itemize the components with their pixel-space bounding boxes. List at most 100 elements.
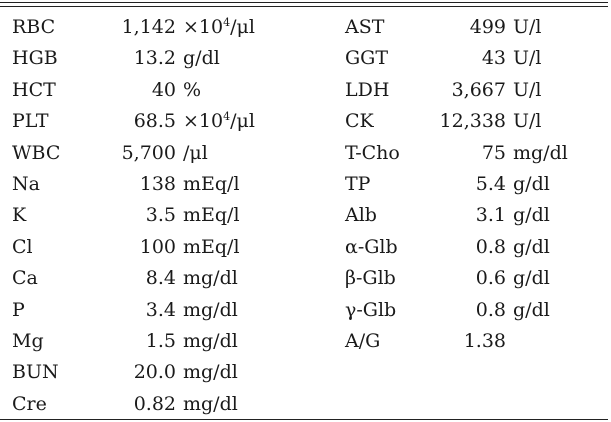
lab-test-name: WBC [12, 141, 61, 164]
lab-test-unit: ×104/μl [183, 106, 255, 139]
lab-test-value: 1.5 [145, 329, 176, 352]
lab-test-value: 1.38 [463, 329, 506, 352]
lab-test-name: α-Glb [345, 235, 398, 258]
unit-suffix: /μl [230, 110, 255, 133]
lab-test-name: K [12, 204, 27, 227]
lab-test-unit: mg/dl [513, 138, 568, 171]
unit-exponent: 4 [223, 16, 231, 29]
lab-test-unit: mg/dl [183, 326, 238, 359]
lab-test-unit: mEq/l [183, 169, 240, 202]
unit-main: mEq/l [183, 172, 240, 195]
lab-test-unit: mg/dl [183, 263, 238, 296]
unit-main: mg/dl [183, 392, 238, 415]
lab-test-name: LDH [345, 78, 390, 101]
lab-test-name: TP [345, 172, 371, 195]
lab-test-unit: g/dl [513, 232, 550, 265]
unit-main: mg/dl [183, 361, 238, 384]
lab-test-unit: g/dl [513, 295, 550, 328]
unit-suffix: /μl [230, 16, 255, 38]
unit-main: ×10 [183, 110, 224, 133]
lab-test-unit: U/l [513, 43, 542, 76]
top-rule-inner [0, 6, 608, 7]
lab-test-unit: % [183, 75, 201, 108]
unit-main: % [183, 78, 202, 101]
lab-test-unit: U/l [513, 75, 542, 108]
lab-test-name: RBC [12, 16, 56, 38]
lab-test-name: HGB [12, 47, 58, 70]
unit-main: g/dl [513, 204, 550, 227]
lab-test-unit: g/dl [513, 200, 550, 233]
lab-test-name: CK [345, 110, 374, 133]
unit-main: mg/dl [513, 141, 568, 164]
lab-test-value: 100 [139, 235, 176, 258]
lab-test-name: γ-Glb [345, 298, 397, 321]
top-rule-outer [0, 2, 608, 3]
lab-test-unit: mEq/l [183, 200, 240, 233]
lab-test-unit: mg/dl [183, 295, 238, 328]
lab-test-unit: ×104/μl [183, 12, 255, 45]
unit-main: U/l [513, 78, 542, 101]
lab-test-name: AST [345, 16, 385, 38]
lab-test-value: 0.82 [133, 392, 176, 415]
lab-test-value: 0.8 [475, 298, 506, 321]
lab-test-value: 68.5 [133, 110, 176, 133]
lab-test-name: A/G [345, 329, 381, 352]
unit-main: mg/dl [183, 298, 238, 321]
lab-test-value: 43 [481, 47, 506, 70]
lab-test-name: Cre [12, 392, 47, 415]
unit-main: g/dl [513, 172, 550, 195]
unit-main: g/dl [513, 267, 550, 290]
lab-test-name: Ca [12, 267, 38, 290]
unit-main: mg/dl [183, 267, 238, 290]
lab-test-unit: U/l [513, 106, 542, 139]
lab-test-value: 5.4 [475, 172, 506, 195]
lab-test-name: GGT [345, 47, 389, 70]
lab-test-value: 3.5 [145, 204, 176, 227]
lab-test-value: 0.8 [475, 235, 506, 258]
lab-test-name: Na [12, 172, 40, 195]
lab-test-value: 20.0 [133, 361, 176, 384]
lab-test-name: HCT [12, 78, 56, 101]
lab-test-value: 1,142 [121, 16, 176, 38]
lab-test-value: 3.4 [145, 298, 176, 321]
unit-exponent: 4 [223, 110, 231, 124]
lab-test-value: 3.1 [475, 204, 506, 227]
lab-test-name: Alb [345, 204, 377, 227]
lab-test-name: P [12, 298, 25, 321]
lab-test-unit: /μl [183, 138, 208, 171]
unit-main: U/l [513, 47, 542, 70]
unit-main: mEq/l [183, 235, 240, 258]
unit-main: mg/dl [183, 329, 238, 352]
lab-test-unit: g/dl [513, 263, 550, 296]
lab-test-name: β-Glb [345, 267, 396, 290]
lab-test-value: 5,700 [121, 141, 176, 164]
bottom-rule [0, 419, 608, 420]
lab-test-unit: g/dl [513, 169, 550, 202]
lab-test-unit: U/l [513, 12, 542, 45]
lab-test-value: 13.2 [133, 47, 176, 70]
lab-test-name: PLT [12, 110, 49, 133]
unit-main: U/l [513, 16, 542, 38]
lab-test-value: 499 [469, 16, 506, 38]
lab-test-value: 12,338 [439, 110, 506, 133]
unit-main: /μl [183, 141, 208, 164]
lab-test-name: T-Cho [345, 141, 400, 164]
unit-main: mEq/l [183, 204, 240, 227]
lab-test-unit: mg/dl [183, 389, 238, 422]
lab-test-value: 8.4 [145, 267, 176, 290]
lab-test-value: 3,667 [451, 78, 506, 101]
unit-main: g/dl [513, 298, 550, 321]
unit-main: U/l [513, 110, 542, 133]
unit-main: g/dl [183, 47, 220, 70]
lab-test-unit: mg/dl [183, 357, 238, 390]
lab-test-value: 40 [151, 78, 176, 101]
lab-test-value: 0.6 [475, 267, 506, 290]
lab-test-name: BUN [12, 361, 59, 384]
lab-test-unit: g/dl [183, 43, 220, 76]
unit-main: ×10 [183, 16, 224, 38]
lab-test-unit: mEq/l [183, 232, 240, 265]
lab-test-value: 75 [481, 141, 506, 164]
lab-test-value: 138 [139, 172, 176, 195]
lab-test-name: Mg [12, 329, 44, 352]
unit-main: g/dl [513, 235, 550, 258]
